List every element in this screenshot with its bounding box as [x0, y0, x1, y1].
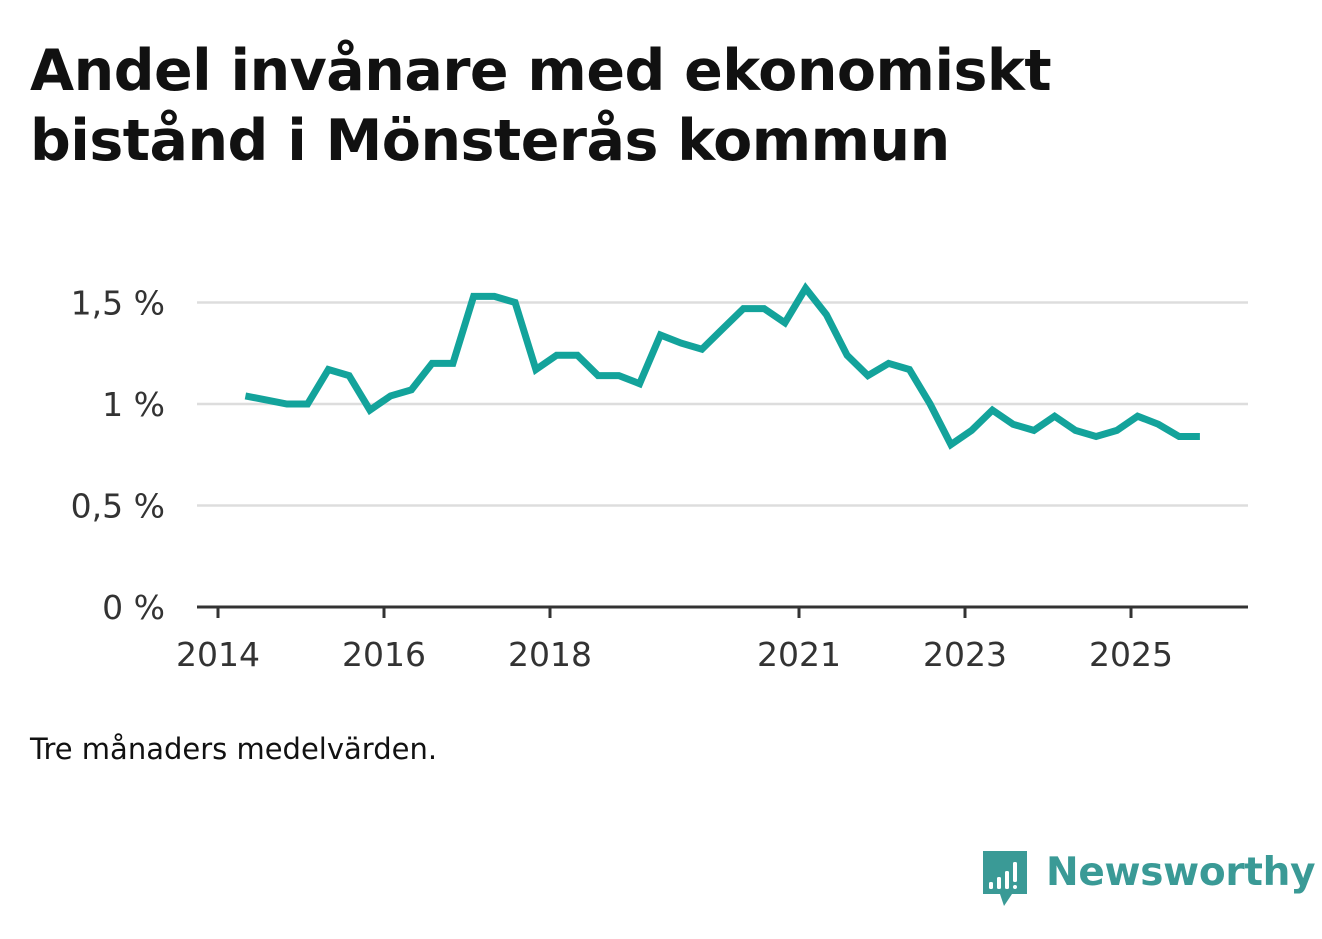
data-point — [1177, 434, 1182, 439]
data-point — [471, 294, 476, 299]
x-tick-label: 2021 — [757, 635, 841, 674]
line-chart: 0 % 0,5 % 1 % 1,5 % 2014 2016 2018 2021 2023 202… — [71, 282, 1248, 674]
data-point — [367, 408, 372, 413]
data-point — [326, 367, 331, 372]
data-point — [430, 361, 435, 366]
data-point — [824, 312, 829, 317]
data-point — [450, 361, 455, 366]
x-tick-label: 2016 — [342, 635, 426, 674]
y-tick-label: 0 % — [102, 588, 165, 627]
series-layer — [243, 282, 1202, 450]
data-point — [284, 402, 289, 407]
data-point — [513, 300, 518, 305]
data-point — [762, 306, 767, 311]
x-tick-label: 2023 — [923, 635, 1007, 674]
data-point — [347, 373, 352, 378]
data-point — [1031, 428, 1036, 433]
y-tick-label: 0,5 % — [71, 487, 165, 526]
data-point — [492, 294, 497, 299]
data-point — [969, 428, 974, 433]
y-tick-label: 1,5 % — [71, 284, 165, 323]
data-point — [596, 373, 601, 378]
data-point — [1197, 434, 1202, 439]
data-point — [554, 353, 559, 358]
data-point — [886, 361, 891, 366]
data-point — [616, 373, 621, 378]
data-point — [907, 367, 912, 372]
brand-logo: Newsworthy — [980, 848, 1316, 910]
data-point — [305, 402, 310, 407]
x-axis-ticks: 2014 2016 2018 2021 2023 2025 — [176, 607, 1173, 674]
data-point — [637, 381, 642, 386]
data-point — [1094, 434, 1099, 439]
x-tick-label: 2014 — [176, 635, 260, 674]
data-point — [679, 341, 684, 346]
data-point — [1156, 422, 1161, 427]
data-point — [948, 442, 953, 447]
chart-note: Tre månaders medelvärden. — [30, 732, 438, 766]
newsworthy-logo-icon — [983, 851, 1027, 906]
data-point — [928, 402, 933, 407]
data-point — [388, 393, 393, 398]
data-point — [782, 320, 787, 325]
y-tick-label: 1 % — [102, 385, 165, 424]
y-axis-ticks: 0 % 0,5 % 1 % 1,5 % — [71, 284, 165, 628]
grid-lines — [197, 301, 1248, 507]
data-point — [741, 306, 746, 311]
chart-title: Andel invånare med ekonomiskt bistånd i … — [30, 38, 1052, 174]
data-point — [720, 326, 725, 331]
data-point — [990, 408, 995, 413]
brand-name: Newsworthy — [1046, 849, 1316, 895]
data-point — [658, 332, 663, 337]
series-line — [244, 282, 1200, 450]
x-tick-label: 2025 — [1089, 635, 1173, 674]
data-point — [803, 286, 808, 291]
data-point — [409, 387, 414, 392]
data-point — [1135, 414, 1140, 419]
data-point — [699, 347, 704, 352]
data-point — [1052, 414, 1057, 419]
data-point — [1011, 422, 1016, 427]
data-point — [845, 353, 850, 358]
x-tick-label: 2018 — [508, 635, 592, 674]
data-point — [264, 397, 269, 402]
data-point — [575, 353, 580, 358]
data-point — [243, 393, 248, 398]
data-point — [1073, 428, 1078, 433]
data-point — [533, 367, 538, 372]
data-point — [865, 373, 870, 378]
data-point — [1114, 428, 1119, 433]
